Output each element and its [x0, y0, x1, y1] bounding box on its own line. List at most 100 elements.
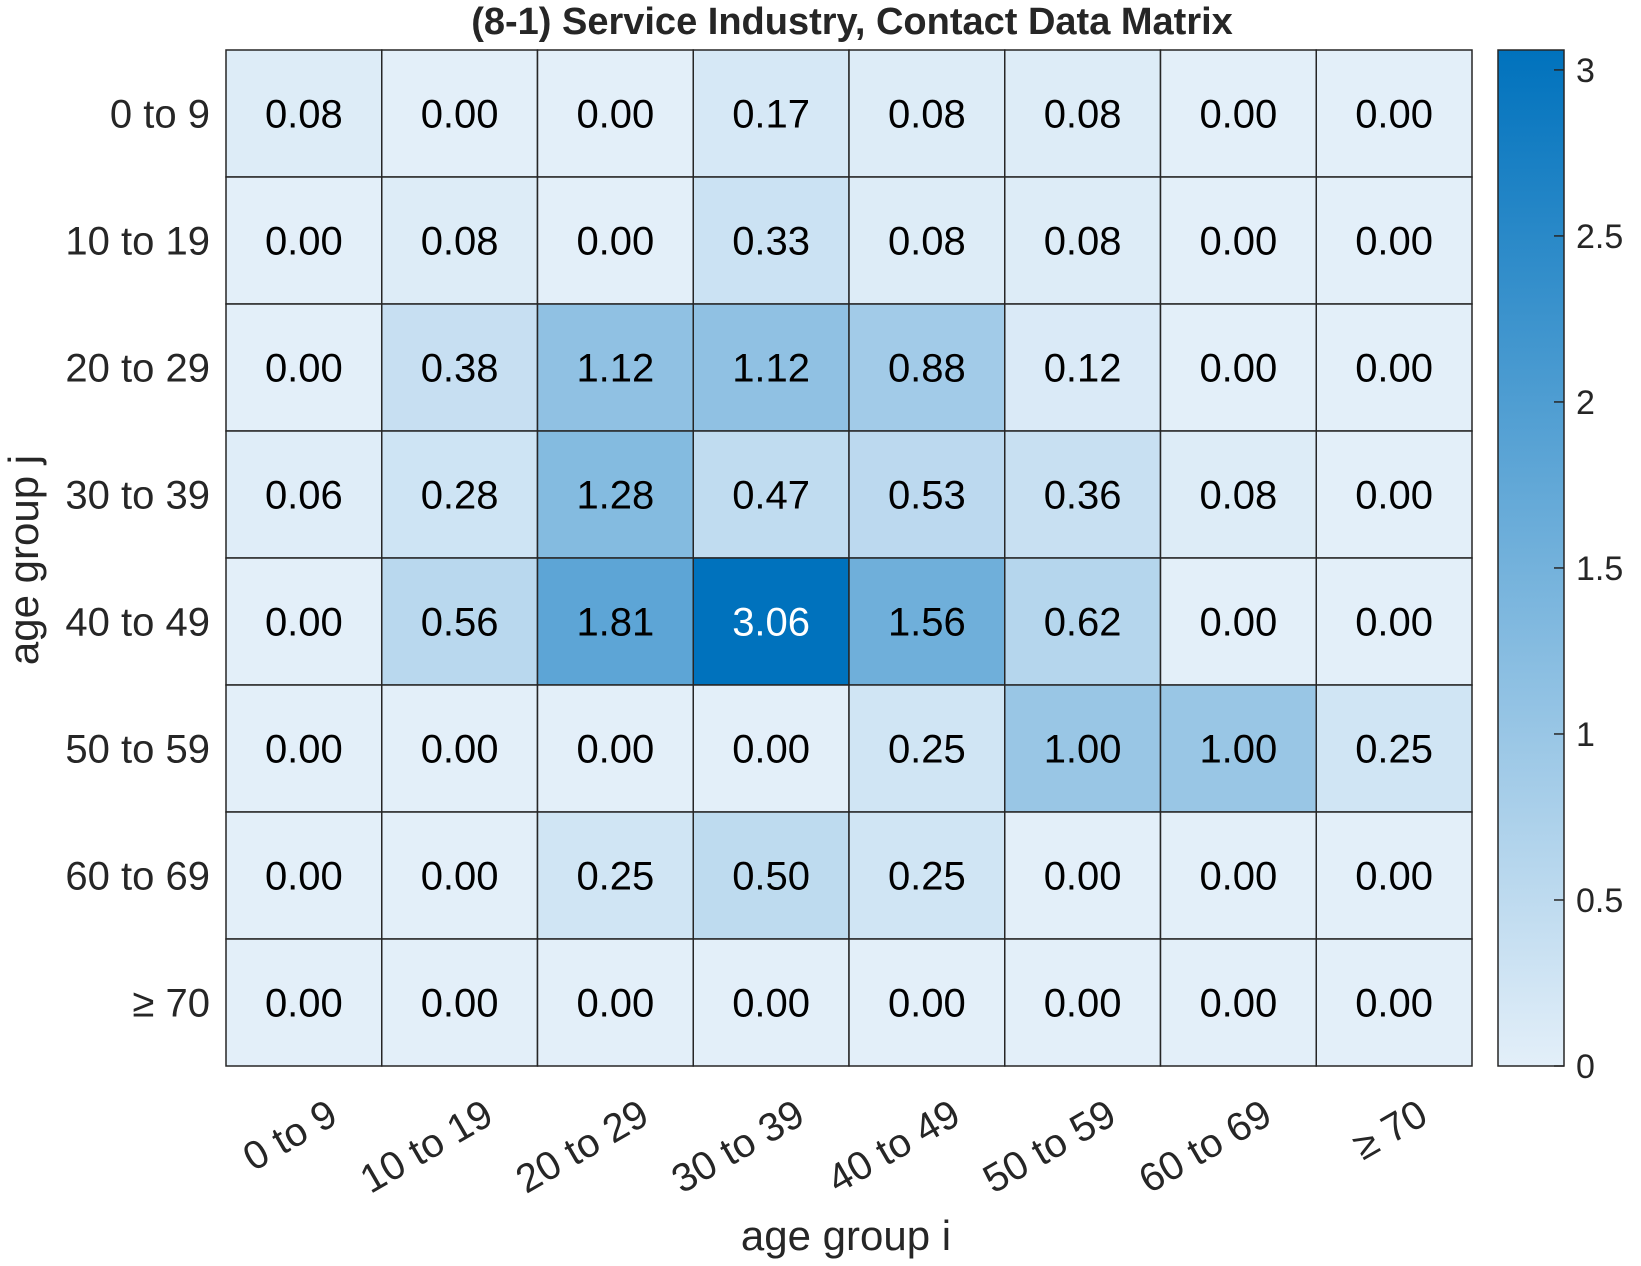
cell-value-label: 0.00	[1355, 347, 1433, 391]
cell-value-label: 0.00	[1199, 220, 1277, 264]
cell-value-label: 0.00	[576, 93, 654, 137]
heatmap-cell	[1159, 684, 1317, 813]
cell-value-label: 0.25	[888, 728, 966, 772]
heatmap-cell	[1159, 176, 1317, 305]
colorbar-tick-label: 1	[1576, 716, 1595, 754]
cell-value-label: 0.00	[1199, 982, 1277, 1026]
heatmap-cell	[848, 938, 1006, 1067]
cell-value-label: 1.81	[576, 601, 654, 645]
y-tick-label: 30 to 39	[65, 474, 210, 518]
cell-value-label: 0.08	[888, 220, 966, 264]
heatmap-cell	[848, 811, 1006, 940]
heatmap-cell	[1004, 811, 1162, 940]
cell-value-label: 0.00	[421, 855, 499, 899]
heatmap-cell	[536, 430, 694, 559]
cell-value-label: 0.00	[265, 855, 343, 899]
heatmap-cell	[536, 49, 694, 178]
heatmap-cell	[692, 938, 850, 1067]
cell-value-label: 0.00	[732, 982, 810, 1026]
heatmap-cell	[1315, 557, 1473, 686]
cell-value-label: 0.50	[732, 855, 810, 899]
heatmap-cell	[1159, 557, 1317, 686]
cell-value-label: 0.00	[1199, 93, 1277, 137]
heatmap-cell	[692, 176, 850, 305]
colorbar-ticks: 0 0.5 1 1.5 2 2.5 3	[1554, 52, 1623, 1086]
cell-value-label: 0.17	[732, 93, 810, 137]
heatmap-cell	[536, 684, 694, 813]
colorbar-tick-label: 3	[1576, 52, 1595, 90]
cell-value-label: 0.00	[421, 728, 499, 772]
heatmap-cell	[1004, 684, 1162, 813]
cell-value-label: 0.53	[888, 474, 966, 518]
heatmap-cells	[225, 49, 1473, 1067]
heatmap-cell	[1159, 430, 1317, 559]
heatmap-cell	[848, 684, 1006, 813]
colorbar-tick-label: 2.5	[1576, 218, 1623, 256]
cell-value-label: 0.33	[732, 220, 810, 264]
cell-value-label: 0.00	[265, 601, 343, 645]
cell-value-label: 0.00	[265, 982, 343, 1026]
cell-value-label: 0.12	[1044, 347, 1122, 391]
heatmap-cell	[381, 684, 539, 813]
cell-value-label: 0.00	[265, 728, 343, 772]
heatmap-cell	[225, 430, 383, 559]
y-tick-label: 40 to 49	[65, 601, 210, 645]
x-axis-label: age group i	[741, 1212, 951, 1259]
cell-value-label: 0.00	[1355, 93, 1433, 137]
cell-value-label: 0.56	[421, 601, 499, 645]
cell-value-label: 0.08	[265, 93, 343, 137]
heatmap-cell	[848, 557, 1006, 686]
cell-value-label: 0.62	[1044, 601, 1122, 645]
heatmap-cell	[1315, 684, 1473, 813]
cell-value-label: 0.08	[888, 93, 966, 137]
heatmap-cell	[381, 176, 539, 305]
heatmap-cell	[848, 49, 1006, 178]
x-tick-label: 30 to 39	[664, 1092, 811, 1202]
cell-value-label: 0.08	[1044, 93, 1122, 137]
cell-value-label: 0.88	[888, 347, 966, 391]
cell-value-label: 0.25	[888, 855, 966, 899]
colorbar-tick-label: 1.5	[1576, 550, 1623, 588]
heatmap-cell	[1159, 811, 1317, 940]
y-tick-label: 10 to 19	[65, 220, 210, 264]
cell-value-label: 0.47	[732, 474, 810, 518]
chart-title: (8-1) Service Industry, Contact Data Mat…	[471, 1, 1233, 43]
x-tick-labels: 0 to 9 10 to 19 20 to 29 30 to 39 40 to 49 50…	[236, 1092, 1435, 1202]
cell-value-label: 0.00	[1044, 982, 1122, 1026]
y-tick-label: ≥ 70	[132, 982, 210, 1026]
cell-value-label: 0.00	[888, 982, 966, 1026]
cell-value-label: 1.12	[732, 347, 810, 391]
heatmap-cell	[1315, 49, 1473, 178]
heatmap-cell	[1315, 938, 1473, 1067]
heatmap-cell	[692, 49, 850, 178]
cell-value-label: 0.38	[421, 347, 499, 391]
heatmap-cell	[536, 303, 694, 432]
cell-value-label: 0.08	[421, 220, 499, 264]
x-tick-label: 40 to 49	[820, 1092, 967, 1202]
cell-value-label: 0.00	[1355, 601, 1433, 645]
heatmap-cell	[225, 49, 383, 178]
heatmap-cell	[1004, 303, 1162, 432]
cell-value-label: 0.00	[576, 728, 654, 772]
cell-value-label: 1.00	[1044, 728, 1122, 772]
colorbar-tick-label: 0	[1576, 1048, 1595, 1086]
heatmap-cell	[225, 811, 383, 940]
heatmap-cell	[692, 303, 850, 432]
cell-value-label: 1.56	[888, 601, 966, 645]
heatmap-cell	[692, 430, 850, 559]
cell-value-label: 0.00	[1199, 855, 1277, 899]
y-axis-label: age group j	[0, 455, 47, 665]
y-tick-label: 0 to 9	[110, 93, 210, 137]
cell-value-label: 0.06	[265, 474, 343, 518]
heatmap-cell	[1004, 49, 1162, 178]
heatmap-cell	[1315, 303, 1473, 432]
x-tick-label: 0 to 9	[236, 1092, 345, 1180]
heatmap-cell	[848, 303, 1006, 432]
cell-value-label: 0.00	[1355, 855, 1433, 899]
y-tick-label: 60 to 69	[65, 855, 210, 899]
colorbar-gradient	[1497, 49, 1565, 1067]
cell-value-label: 0.00	[265, 347, 343, 391]
colorbar-tick-label: 2	[1576, 384, 1595, 422]
x-tick-label: 50 to 59	[976, 1092, 1123, 1202]
